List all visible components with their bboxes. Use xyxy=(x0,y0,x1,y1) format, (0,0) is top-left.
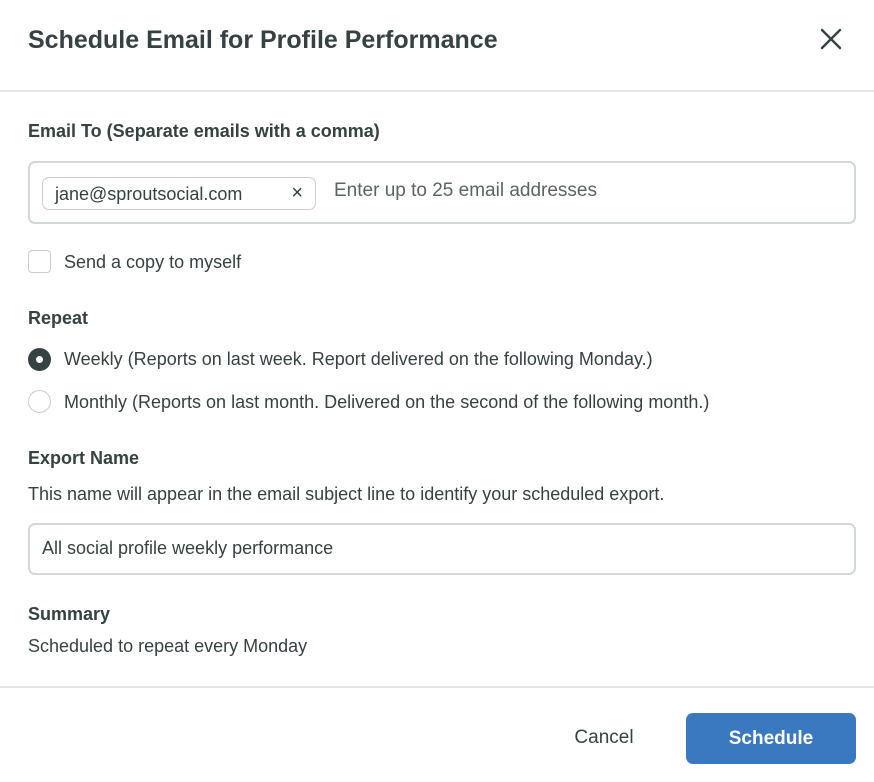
export-name-input[interactable]: All social profile weekly performance xyxy=(28,523,856,575)
email-to-label: Email To (Separate emails with a comma) xyxy=(28,121,380,141)
email-to-input[interactable] xyxy=(28,161,856,224)
send-copy-checkbox[interactable] xyxy=(28,250,51,273)
footer-divider xyxy=(0,686,874,688)
email-chip: jane@sproutsocial.com × xyxy=(42,177,316,210)
export-name-description: This name will appear in the email subje… xyxy=(28,484,665,504)
summary-label: Summary xyxy=(28,604,111,624)
export-name-label: Export Name xyxy=(28,448,140,468)
repeat-label: Repeat xyxy=(28,308,89,328)
monthly-radio[interactable] xyxy=(28,390,51,413)
cancel-button[interactable]: Cancel xyxy=(560,713,648,763)
close-icon[interactable] xyxy=(818,26,844,52)
weekly-radio[interactable] xyxy=(28,348,51,371)
email-chip-label: jane@sproutsocial.com xyxy=(55,184,243,204)
monthly-label[interactable]: Monthly (Reports on last month. Delivere… xyxy=(64,392,710,412)
email-placeholder: Enter up to 25 email addresses xyxy=(334,180,597,201)
dialog-title: Schedule Email for Profile Performance xyxy=(28,26,498,54)
schedule-button[interactable]: Schedule xyxy=(686,713,856,764)
remove-chip-icon[interactable]: × xyxy=(291,182,303,204)
send-copy-label[interactable]: Send a copy to myself xyxy=(64,252,242,272)
header-divider xyxy=(0,90,874,92)
summary-text: Scheduled to repeat every Monday xyxy=(28,636,308,656)
weekly-label[interactable]: Weekly (Reports on last week. Report del… xyxy=(64,349,653,369)
